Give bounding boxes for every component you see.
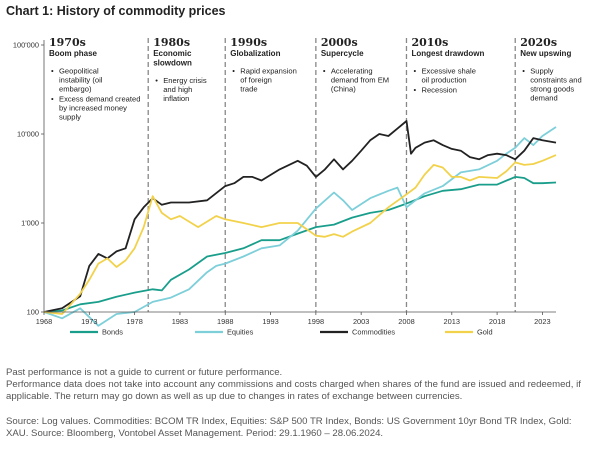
era-bullet-text: Recession — [421, 86, 456, 95]
x-tick-label: 2018 — [489, 317, 505, 326]
era-bullet-text: demand — [530, 94, 557, 103]
x-tick-label: 1978 — [126, 317, 142, 326]
era-bullet-marker: • — [323, 67, 326, 76]
era-theme-label: Longest drawdown — [411, 49, 484, 58]
era-decade-label: 2020s — [520, 36, 557, 49]
x-tick-label: 2003 — [353, 317, 369, 326]
era-theme-label: Supercycle — [321, 49, 364, 58]
legend-label-commodities: Commodities — [352, 328, 395, 337]
x-tick-label: 2008 — [398, 317, 414, 326]
series-line-equities — [43, 126, 557, 327]
era-theme-label: Boom phase — [49, 49, 98, 58]
era-bullet-text: instability (oil — [59, 76, 103, 85]
era-bullet-text: Excessive shale — [421, 67, 475, 76]
legend-label-equities: Equities — [227, 328, 254, 337]
source-note: Source: Log values. Commodities: BCOM TR… — [6, 416, 572, 439]
era-decade-label: 2010s — [411, 36, 448, 49]
era-bullet-text: inflation — [163, 94, 189, 103]
legend-label-gold: Gold — [477, 328, 493, 337]
era-decade-label: 1970s — [49, 36, 86, 49]
era-bullet-marker: • — [522, 67, 525, 76]
era-bullet-marker: • — [232, 67, 235, 76]
era-bullet-text: Energy crisis — [163, 76, 207, 85]
x-tick-label: 1973 — [81, 317, 97, 326]
x-tick-label: 1968 — [36, 317, 52, 326]
era-bullet-text: by increased money — [59, 104, 127, 113]
performance-disclaimer: Past performance is not a guide to curre… — [6, 367, 283, 378]
era-decade-label: 2000s — [321, 36, 358, 49]
era-bullet-text: constraints and — [530, 76, 582, 85]
era-bullet-text: Accelerating — [331, 67, 373, 76]
era-bullet-text: strong goods — [530, 85, 574, 94]
era-bullet-text: and high — [163, 85, 192, 94]
era-theme-label: New upswing — [520, 49, 571, 58]
era-bullet-text: supply — [59, 113, 81, 122]
legend-label-bonds: Bonds — [102, 328, 123, 337]
era-decade-label: 1980s — [153, 36, 190, 49]
era-bullet-text: oil production — [421, 76, 466, 85]
gridlines — [147, 38, 516, 312]
x-tick-label: 1988 — [217, 317, 233, 326]
x-tick-label: 1983 — [172, 317, 188, 326]
era-bullet-text: Supply — [530, 67, 553, 76]
era-bullet-marker: • — [51, 67, 54, 76]
series-lines — [43, 120, 557, 327]
era-bullet-text: demand from EM — [331, 76, 389, 85]
x-tick-label: 1993 — [262, 317, 278, 326]
x-tick-label: 2013 — [444, 317, 460, 326]
era-bullet-text: Rapid expansion — [240, 67, 297, 76]
costs-disclaimer: Performance data does not take into acco… — [6, 379, 581, 402]
era-bullet-text: of foreign — [240, 76, 272, 85]
series-line-gold — [43, 154, 557, 315]
era-bullet-marker: • — [155, 76, 158, 85]
y-tick-label: 1'000 — [21, 219, 39, 228]
era-bullet-text: Geopolitical — [59, 67, 99, 76]
axes: 100 1'000 10'000 100'000 1968 1973 1978 1983 198… — [13, 40, 556, 326]
era-theme-label: slowdown — [153, 59, 192, 68]
y-tick-label: 100 — [27, 308, 39, 317]
era-theme-label: Economic — [153, 49, 192, 58]
era-theme-label: Globalization — [230, 49, 280, 58]
series-line-commodities — [43, 120, 557, 313]
series-line-bonds — [43, 176, 557, 313]
legend: Bonds Equities Commodities Gold — [70, 328, 493, 337]
era-bullet-text: (China) — [331, 85, 356, 94]
x-tick-label: 1998 — [308, 317, 324, 326]
era-bullet-marker: • — [413, 67, 416, 76]
x-tick-label: 2023 — [534, 317, 550, 326]
era-bullet-text: Excess demand created — [59, 95, 140, 104]
era-bullet-marker: • — [51, 95, 54, 104]
y-tick-label: 100'000 — [13, 41, 39, 50]
era-decade-label: 1990s — [230, 36, 267, 49]
era-bullet-text: embargo) — [59, 85, 92, 94]
era-bullet-text: trade — [240, 85, 257, 94]
y-tick-label: 10'000 — [17, 130, 39, 139]
chart-title: Chart 1: History of commodity prices — [6, 4, 226, 18]
era-bullet-marker: • — [413, 86, 416, 95]
